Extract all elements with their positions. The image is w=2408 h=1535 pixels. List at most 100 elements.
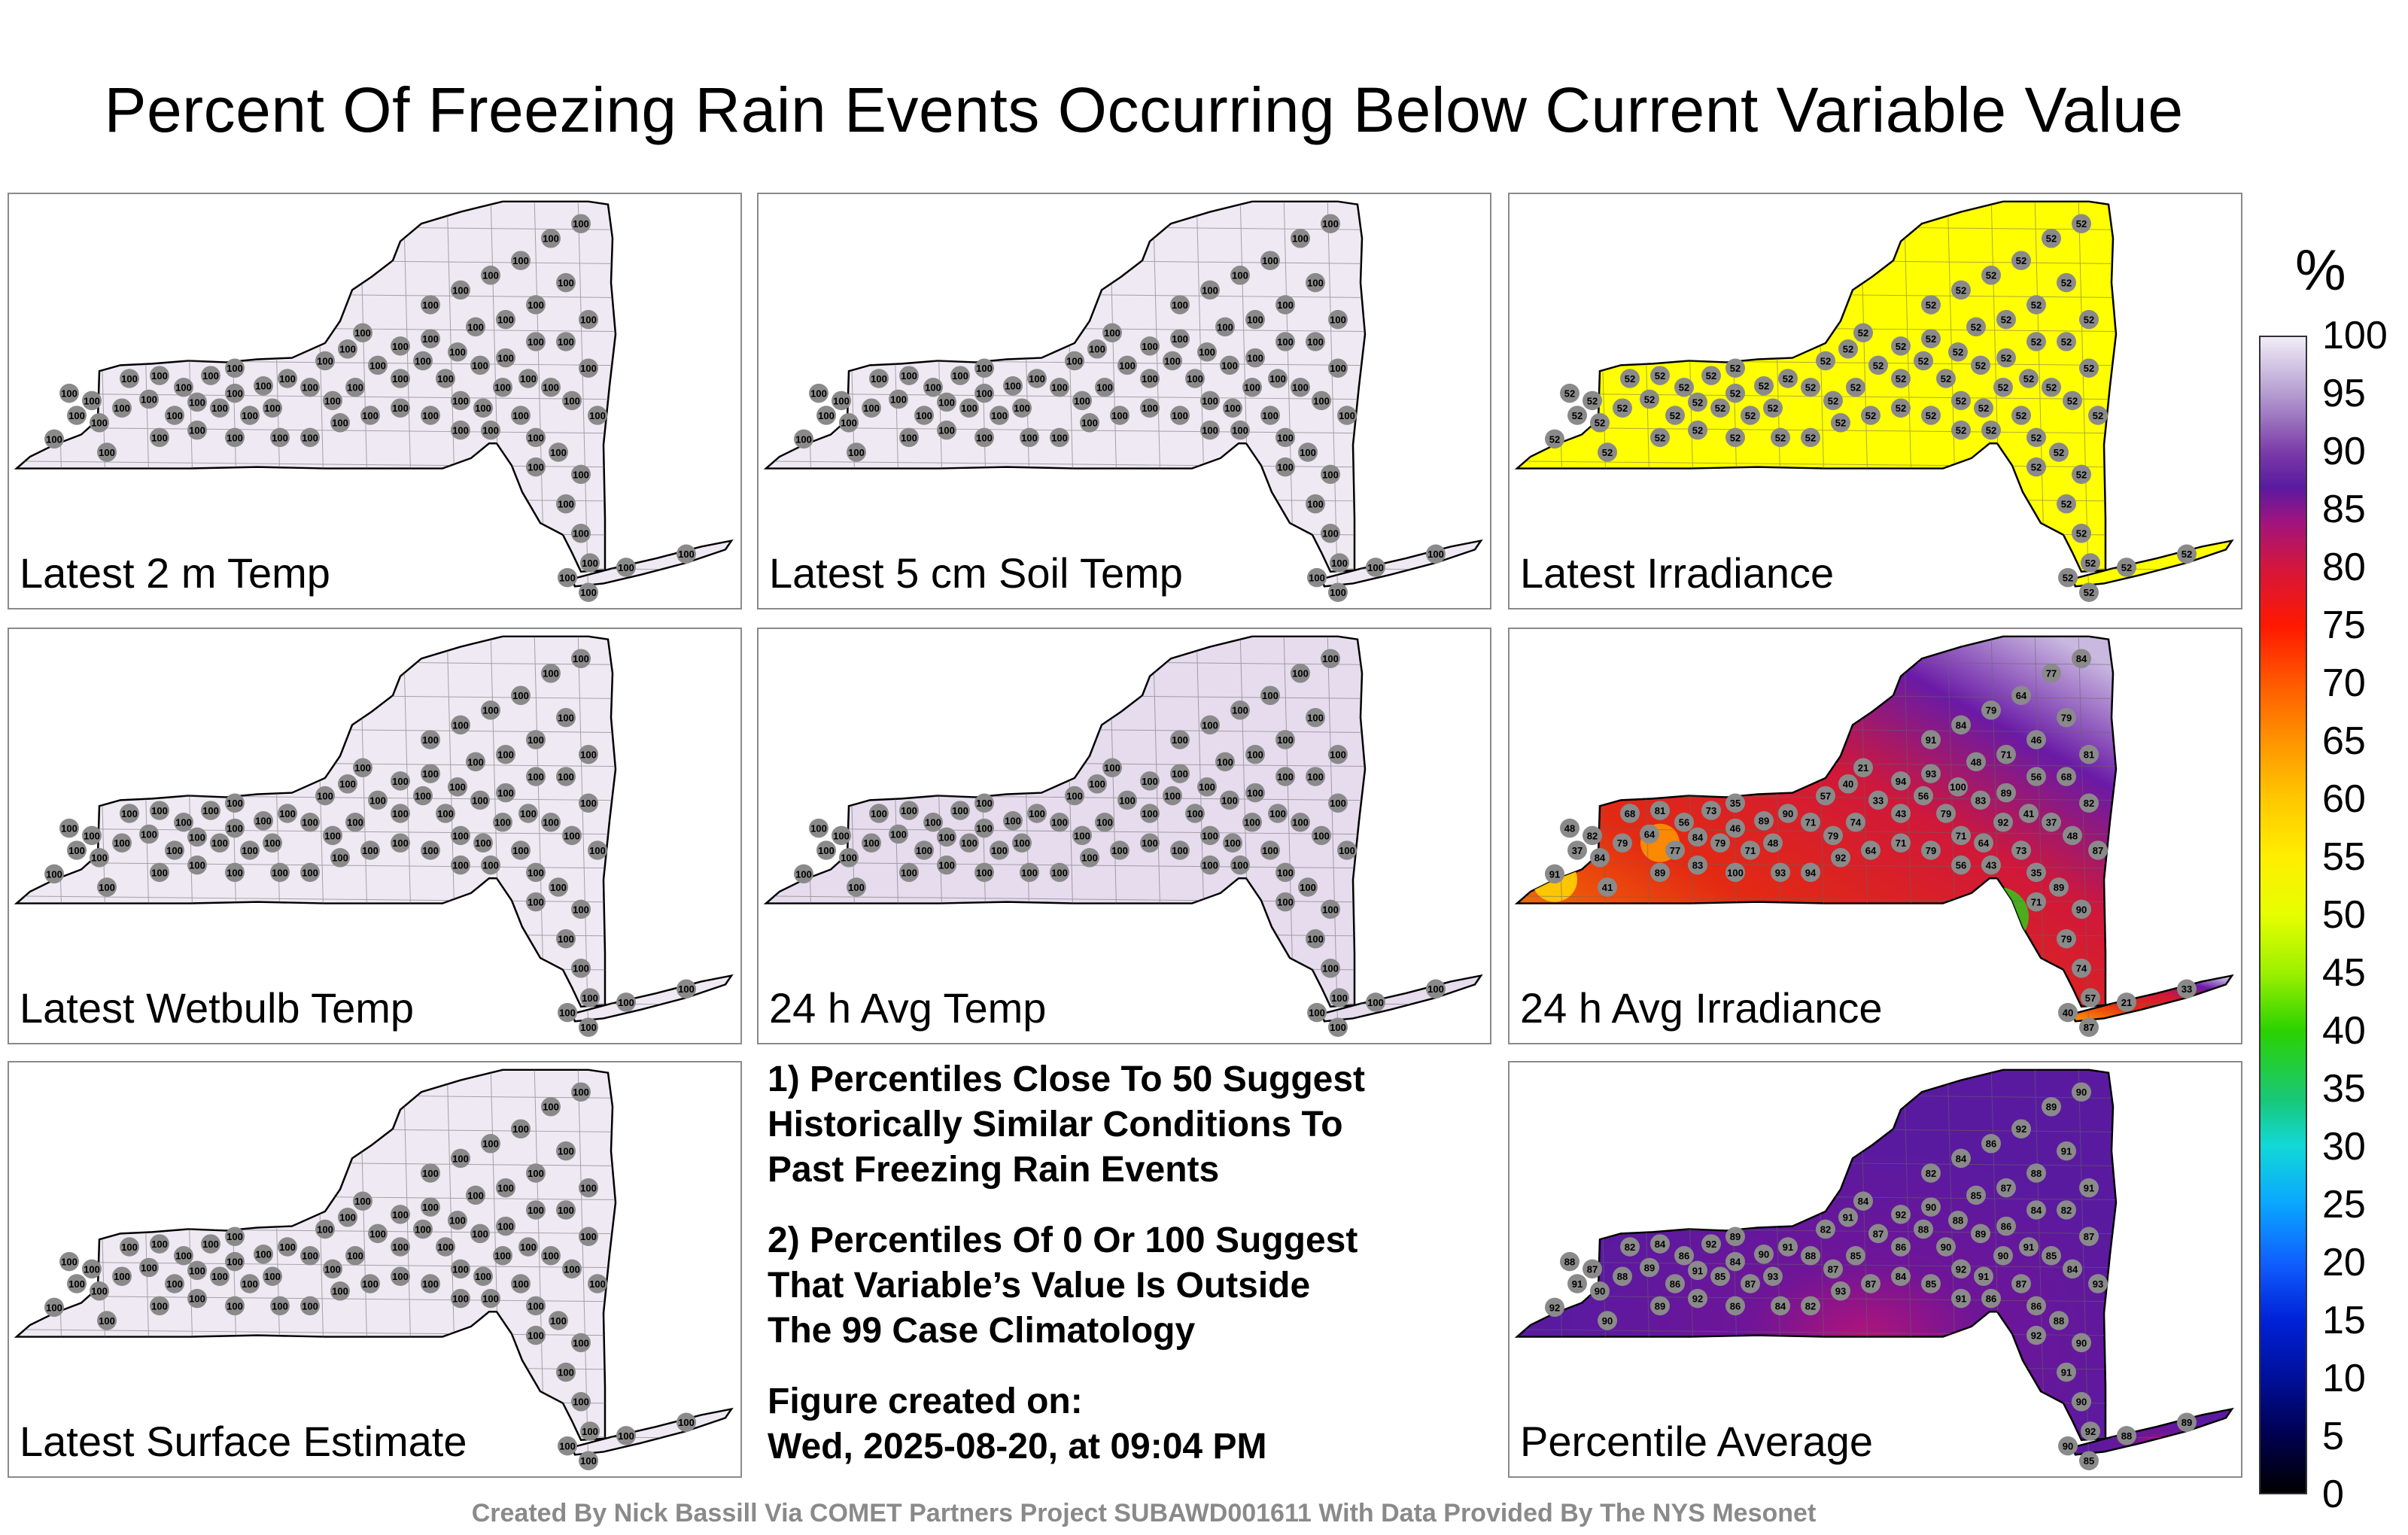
station-marker: 100 bbox=[120, 804, 139, 823]
station-value: 100 bbox=[415, 791, 431, 802]
station-value: 100 bbox=[475, 1271, 491, 1282]
station-marker: 100 bbox=[1321, 214, 1340, 233]
station-value: 52 bbox=[1655, 432, 1665, 443]
station-marker: 100 bbox=[1268, 804, 1288, 823]
station-marker: 100 bbox=[974, 358, 994, 378]
station-value: 52 bbox=[2181, 549, 2192, 560]
station-marker: 52 bbox=[1936, 369, 1956, 388]
station-marker: 52 bbox=[1921, 295, 1941, 315]
station-value: 35 bbox=[1730, 798, 1741, 809]
station-marker: 100 bbox=[1080, 413, 1099, 433]
station-marker: 100 bbox=[1948, 777, 1968, 797]
station-marker: 87 bbox=[1583, 1259, 1602, 1279]
station-value: 52 bbox=[1850, 382, 1861, 394]
station-marker: 100 bbox=[1215, 752, 1235, 772]
station-marker: 87 bbox=[2079, 1226, 2099, 1247]
station-value: 100 bbox=[573, 1397, 589, 1408]
station-value: 100 bbox=[528, 299, 544, 311]
station-marker: 100 bbox=[571, 1392, 591, 1412]
station-marker: 100 bbox=[174, 813, 193, 832]
station-marker: 100 bbox=[571, 214, 591, 233]
station-marker: 86 bbox=[1981, 1288, 2001, 1309]
station-value: 100 bbox=[91, 1286, 108, 1297]
station-marker: 48 bbox=[1966, 752, 1986, 772]
station-value: 52 bbox=[2031, 336, 2042, 348]
station-value: 100 bbox=[1330, 749, 1346, 761]
station-marker: 52 bbox=[2081, 553, 2100, 573]
station-marker: 100 bbox=[1140, 398, 1160, 418]
station-value: 52 bbox=[1549, 433, 1560, 445]
station-value: 52 bbox=[1926, 299, 1936, 311]
station-value: 100 bbox=[437, 808, 454, 819]
station-value: 92 bbox=[1549, 1302, 1560, 1313]
note-1: 1) Percentiles Close To 50 Suggest Histo… bbox=[768, 1057, 1490, 1193]
station-marker: 56 bbox=[1914, 786, 1933, 806]
station-marker: 56 bbox=[1674, 813, 1694, 832]
station-marker: 100 bbox=[1170, 295, 1190, 315]
station-marker: 100 bbox=[579, 582, 598, 602]
station-value: 46 bbox=[1730, 823, 1741, 834]
station-value: 82 bbox=[1926, 1168, 1936, 1179]
station-marker: 100 bbox=[1200, 825, 1220, 846]
station-marker: 100 bbox=[511, 1119, 531, 1138]
station-marker: 100 bbox=[1291, 664, 1310, 683]
station-value: 100 bbox=[528, 734, 544, 746]
station-value: 100 bbox=[422, 333, 439, 345]
station-marker: 100 bbox=[97, 442, 117, 462]
station-marker: 100 bbox=[330, 848, 350, 868]
station-marker: 100 bbox=[556, 1200, 576, 1220]
station-value: 100 bbox=[324, 395, 341, 406]
station-value: 100 bbox=[1202, 395, 1218, 406]
station-value: 100 bbox=[166, 410, 183, 421]
station-marker: 100 bbox=[579, 1451, 598, 1470]
station-value: 100 bbox=[202, 1239, 219, 1250]
station-value: 100 bbox=[264, 1271, 281, 1282]
station-value: 100 bbox=[550, 1315, 567, 1327]
station-marker: 57 bbox=[1816, 786, 1835, 806]
station-value: 100 bbox=[528, 1330, 544, 1342]
station-marker: 86 bbox=[1996, 1216, 2016, 1236]
station-value: 100 bbox=[1950, 782, 1966, 793]
station-marker: 100 bbox=[315, 786, 335, 806]
panel-label: Latest 2 m Temp bbox=[20, 549, 330, 597]
station-value: 91 bbox=[2023, 1242, 2034, 1253]
station-value: 100 bbox=[114, 1271, 130, 1282]
colorbar-tick-label: 65 bbox=[2322, 719, 2366, 763]
station-marker: 84 bbox=[1853, 1191, 1873, 1211]
station-marker: 100 bbox=[150, 1296, 169, 1316]
station-value: 100 bbox=[452, 284, 469, 296]
station-marker: 100 bbox=[571, 959, 591, 978]
station-value: 100 bbox=[324, 1263, 341, 1275]
station-value: 100 bbox=[189, 1293, 205, 1305]
station-marker: 52 bbox=[1763, 398, 1783, 418]
station-marker: 52 bbox=[2019, 369, 2039, 388]
station-marker: 35 bbox=[1725, 793, 1745, 813]
station-value: 100 bbox=[1247, 749, 1263, 761]
station-value: 92 bbox=[1706, 1239, 1716, 1250]
station-marker: 100 bbox=[1306, 707, 1325, 728]
station-value: 100 bbox=[1322, 528, 1339, 540]
station-marker: 71 bbox=[1891, 833, 1911, 853]
station-value: 100 bbox=[46, 868, 62, 880]
station-marker: 52 bbox=[2057, 494, 2076, 514]
station-value: 94 bbox=[1896, 776, 1907, 787]
station-value: 52 bbox=[2063, 573, 2073, 584]
station-marker: 89 bbox=[2049, 877, 2069, 897]
station-value: 100 bbox=[1172, 845, 1188, 856]
station-marker: 87 bbox=[2079, 1017, 2099, 1037]
station-marker: 100 bbox=[1321, 959, 1340, 978]
station-value: 52 bbox=[1730, 432, 1741, 443]
station-value: 92 bbox=[2016, 1123, 2026, 1135]
station-value: 79 bbox=[1986, 705, 1996, 716]
station-marker: 79 bbox=[1981, 701, 2001, 720]
station-marker: 100 bbox=[1050, 862, 1069, 883]
station-value: 77 bbox=[1670, 845, 1680, 856]
station-value: 100 bbox=[1142, 341, 1158, 352]
station-value: 100 bbox=[332, 1286, 348, 1297]
station-marker: 100 bbox=[1275, 767, 1295, 786]
station-marker: 100 bbox=[1087, 774, 1107, 794]
station-value: 52 bbox=[2076, 469, 2087, 480]
station-value: 100 bbox=[543, 382, 559, 394]
station-marker: 100 bbox=[816, 406, 836, 425]
station-value: 86 bbox=[1679, 1251, 1689, 1262]
